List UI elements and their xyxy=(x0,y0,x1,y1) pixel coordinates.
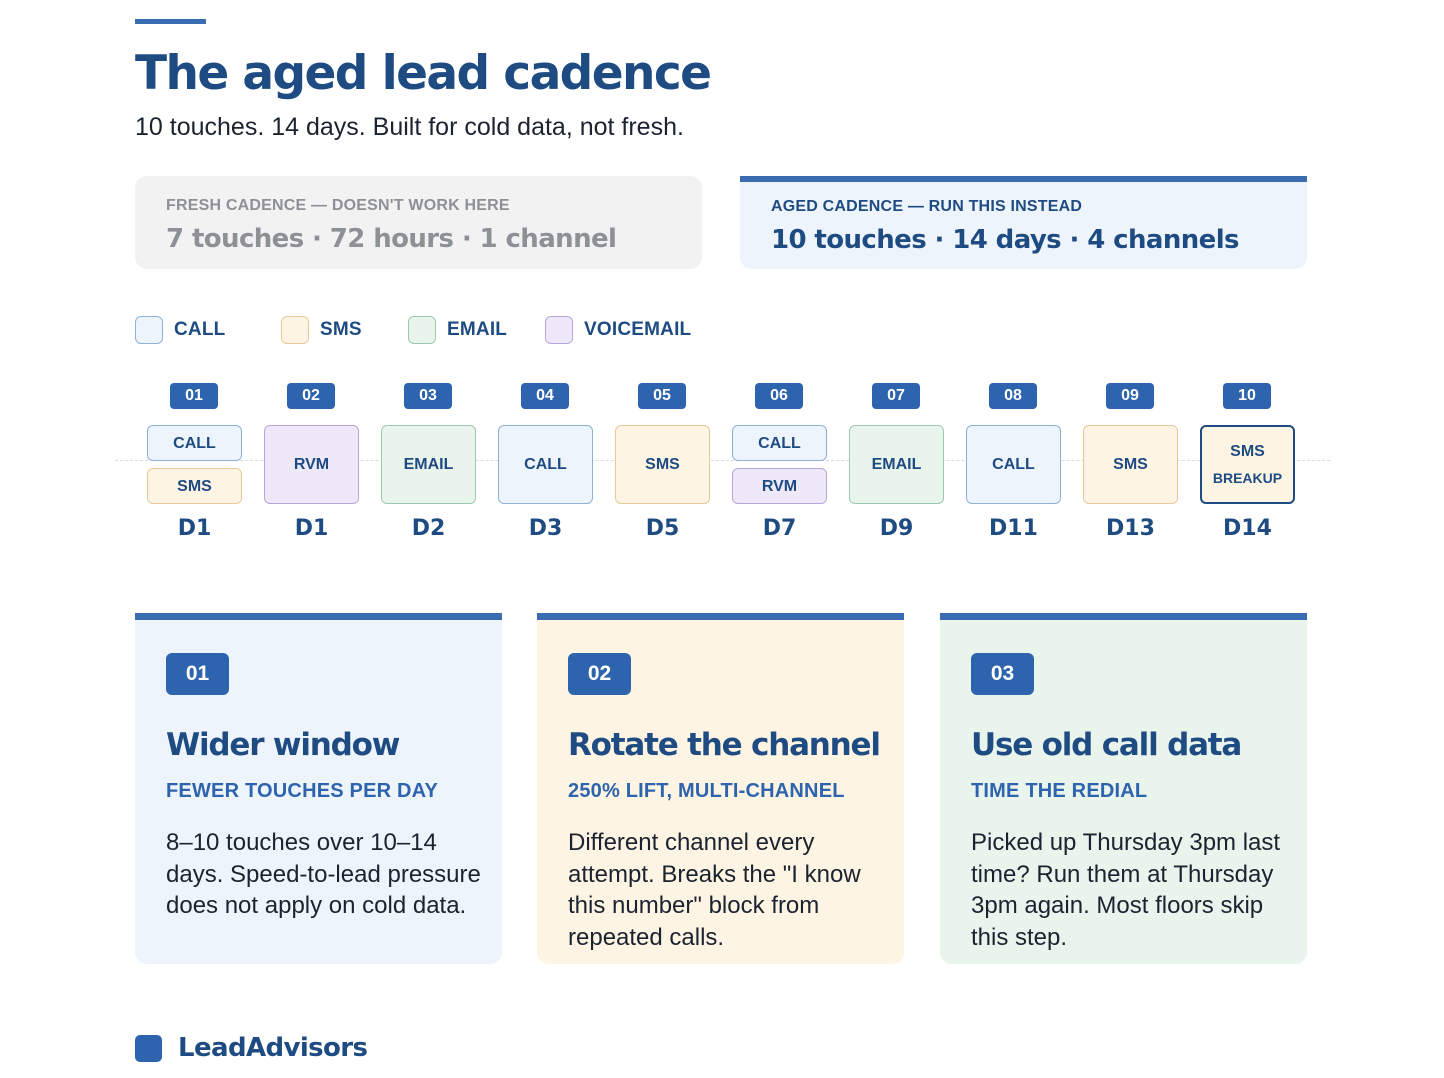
touch-call: CALL xyxy=(732,425,827,461)
legend-item-sms: SMS xyxy=(281,315,362,345)
step-number-badge: 04 xyxy=(521,383,569,409)
fresh-cadence-value: 7 touches · 72 hours · 1 channel xyxy=(166,224,617,254)
touch-call: CALL xyxy=(966,425,1061,504)
card-number-badge: 01 xyxy=(166,653,229,695)
timeline-step: 09 SMS D13 xyxy=(1083,370,1178,560)
step-day-label: D11 xyxy=(989,516,1038,541)
page-title: The aged lead cadence xyxy=(135,46,712,101)
touch-call: CALL xyxy=(498,425,593,504)
touch-label: SMS xyxy=(1230,442,1265,460)
step-day-label: D7 xyxy=(762,516,797,541)
brand-name: LeadAdvisors xyxy=(178,1033,368,1063)
brand-logo-icon xyxy=(135,1034,162,1062)
step-day-label: D13 xyxy=(1106,516,1155,541)
legend-swatch-voicemail xyxy=(545,316,573,344)
step-day-label: D9 xyxy=(879,516,914,541)
step-number-badge: 09 xyxy=(1106,383,1154,409)
legend-label: VOICEMAIL xyxy=(584,319,692,340)
touch-rvm: RVM xyxy=(732,468,827,504)
legend-swatch-call xyxy=(135,316,163,344)
touch-email: EMAIL xyxy=(849,425,944,504)
touch-sms-breakup: SMS BREAKUP xyxy=(1200,425,1295,504)
legend-item-voicemail: VOICEMAIL xyxy=(545,315,691,345)
step-number-badge: 06 xyxy=(755,383,803,409)
timeline-step: 08 CALL D11 xyxy=(966,370,1061,560)
touch-email: EMAIL xyxy=(381,425,476,504)
fresh-cadence-label: FRESH CADENCE — DOESN'T WORK HERE xyxy=(166,197,510,214)
legend-item-email: EMAIL xyxy=(408,315,507,345)
card-body: Picked up Thursday 3pm last time? Run th… xyxy=(971,829,1281,951)
card-body: Different channel every attempt. Breaks … xyxy=(568,829,861,951)
timeline-step: 01 CALL SMS D1 xyxy=(147,370,242,560)
step-number-badge: 03 xyxy=(404,383,452,409)
card-title: Use old call data xyxy=(971,727,1242,763)
timeline-dashed-line xyxy=(115,460,1330,461)
touch-sms: SMS xyxy=(615,425,710,504)
step-day-label: D3 xyxy=(528,516,563,541)
step-number-badge: 07 xyxy=(872,383,920,409)
card-title: Rotate the channel xyxy=(568,727,881,763)
card-number-badge: 03 xyxy=(971,653,1034,695)
aged-cadence-panel: AGED CADENCE — RUN THIS INSTEAD 10 touch… xyxy=(740,176,1307,269)
timeline-step: 02 RVM D1 xyxy=(264,370,359,560)
legend-swatch-email xyxy=(408,316,436,344)
step-number-badge: 02 xyxy=(287,383,335,409)
step-day-label: D14 xyxy=(1223,516,1272,541)
step-day-label: D2 xyxy=(411,516,446,541)
touch-label-secondary: BREAKUP xyxy=(1212,469,1283,486)
tip-card-rotate-channel: 02 Rotate the channel 250% LIFT, MULTI-C… xyxy=(537,613,904,964)
legend-swatch-sms xyxy=(281,316,309,344)
card-subtitle: TIME THE REDIAL xyxy=(971,780,1148,802)
legend-label: SMS xyxy=(320,319,362,340)
page-subtitle: 10 touches. 14 days. Built for cold data… xyxy=(135,113,684,141)
timeline-step: 04 CALL D3 xyxy=(498,370,593,560)
legend-label: CALL xyxy=(174,319,226,340)
step-number-badge: 05 xyxy=(638,383,686,409)
card-subtitle: FEWER TOUCHES PER DAY xyxy=(166,780,439,802)
step-number-badge: 10 xyxy=(1223,383,1271,409)
touch-rvm: RVM xyxy=(264,425,359,504)
step-day-label: D5 xyxy=(645,516,680,541)
tip-card-wider-window: 01 Wider window FEWER TOUCHES PER DAY 8–… xyxy=(135,613,502,964)
header-accent-rule xyxy=(135,19,206,24)
touch-sms: SMS xyxy=(1083,425,1178,504)
step-day-label: D1 xyxy=(294,516,329,541)
fresh-cadence-panel: FRESH CADENCE — DOESN'T WORK HERE 7 touc… xyxy=(135,176,702,269)
footer-brand: LeadAdvisors xyxy=(135,1033,368,1063)
timeline-step: 07 EMAIL D9 xyxy=(849,370,944,560)
timeline-step: 10 SMS BREAKUP D14 xyxy=(1200,370,1295,560)
step-number-badge: 08 xyxy=(989,383,1037,409)
step-number-badge: 01 xyxy=(170,383,218,409)
tip-card-old-call-data: 03 Use old call data TIME THE REDIAL Pic… xyxy=(940,613,1307,964)
timeline-step: 05 SMS D5 xyxy=(615,370,710,560)
step-day-label: D1 xyxy=(177,516,212,541)
aged-cadence-value: 10 touches · 14 days · 4 channels xyxy=(771,225,1240,255)
cadence-timeline: 01 CALL SMS D1 02 RVM D1 03 EMAIL D2 04 … xyxy=(115,370,1330,560)
aged-cadence-label: AGED CADENCE — RUN THIS INSTEAD xyxy=(771,198,1083,215)
card-subtitle: 250% LIFT, MULTI-CHANNEL xyxy=(568,780,845,802)
timeline-step: 03 EMAIL D2 xyxy=(381,370,476,560)
card-body: 8–10 touches over 10–14 days. Speed-to-l… xyxy=(166,829,481,919)
timeline-step: 06 CALL RVM D7 xyxy=(732,370,827,560)
card-number-badge: 02 xyxy=(568,653,631,695)
touch-sms: SMS xyxy=(147,468,242,504)
legend-item-call: CALL xyxy=(135,315,225,345)
touch-call: CALL xyxy=(147,425,242,461)
legend-label: EMAIL xyxy=(447,319,508,340)
card-title: Wider window xyxy=(166,727,400,763)
